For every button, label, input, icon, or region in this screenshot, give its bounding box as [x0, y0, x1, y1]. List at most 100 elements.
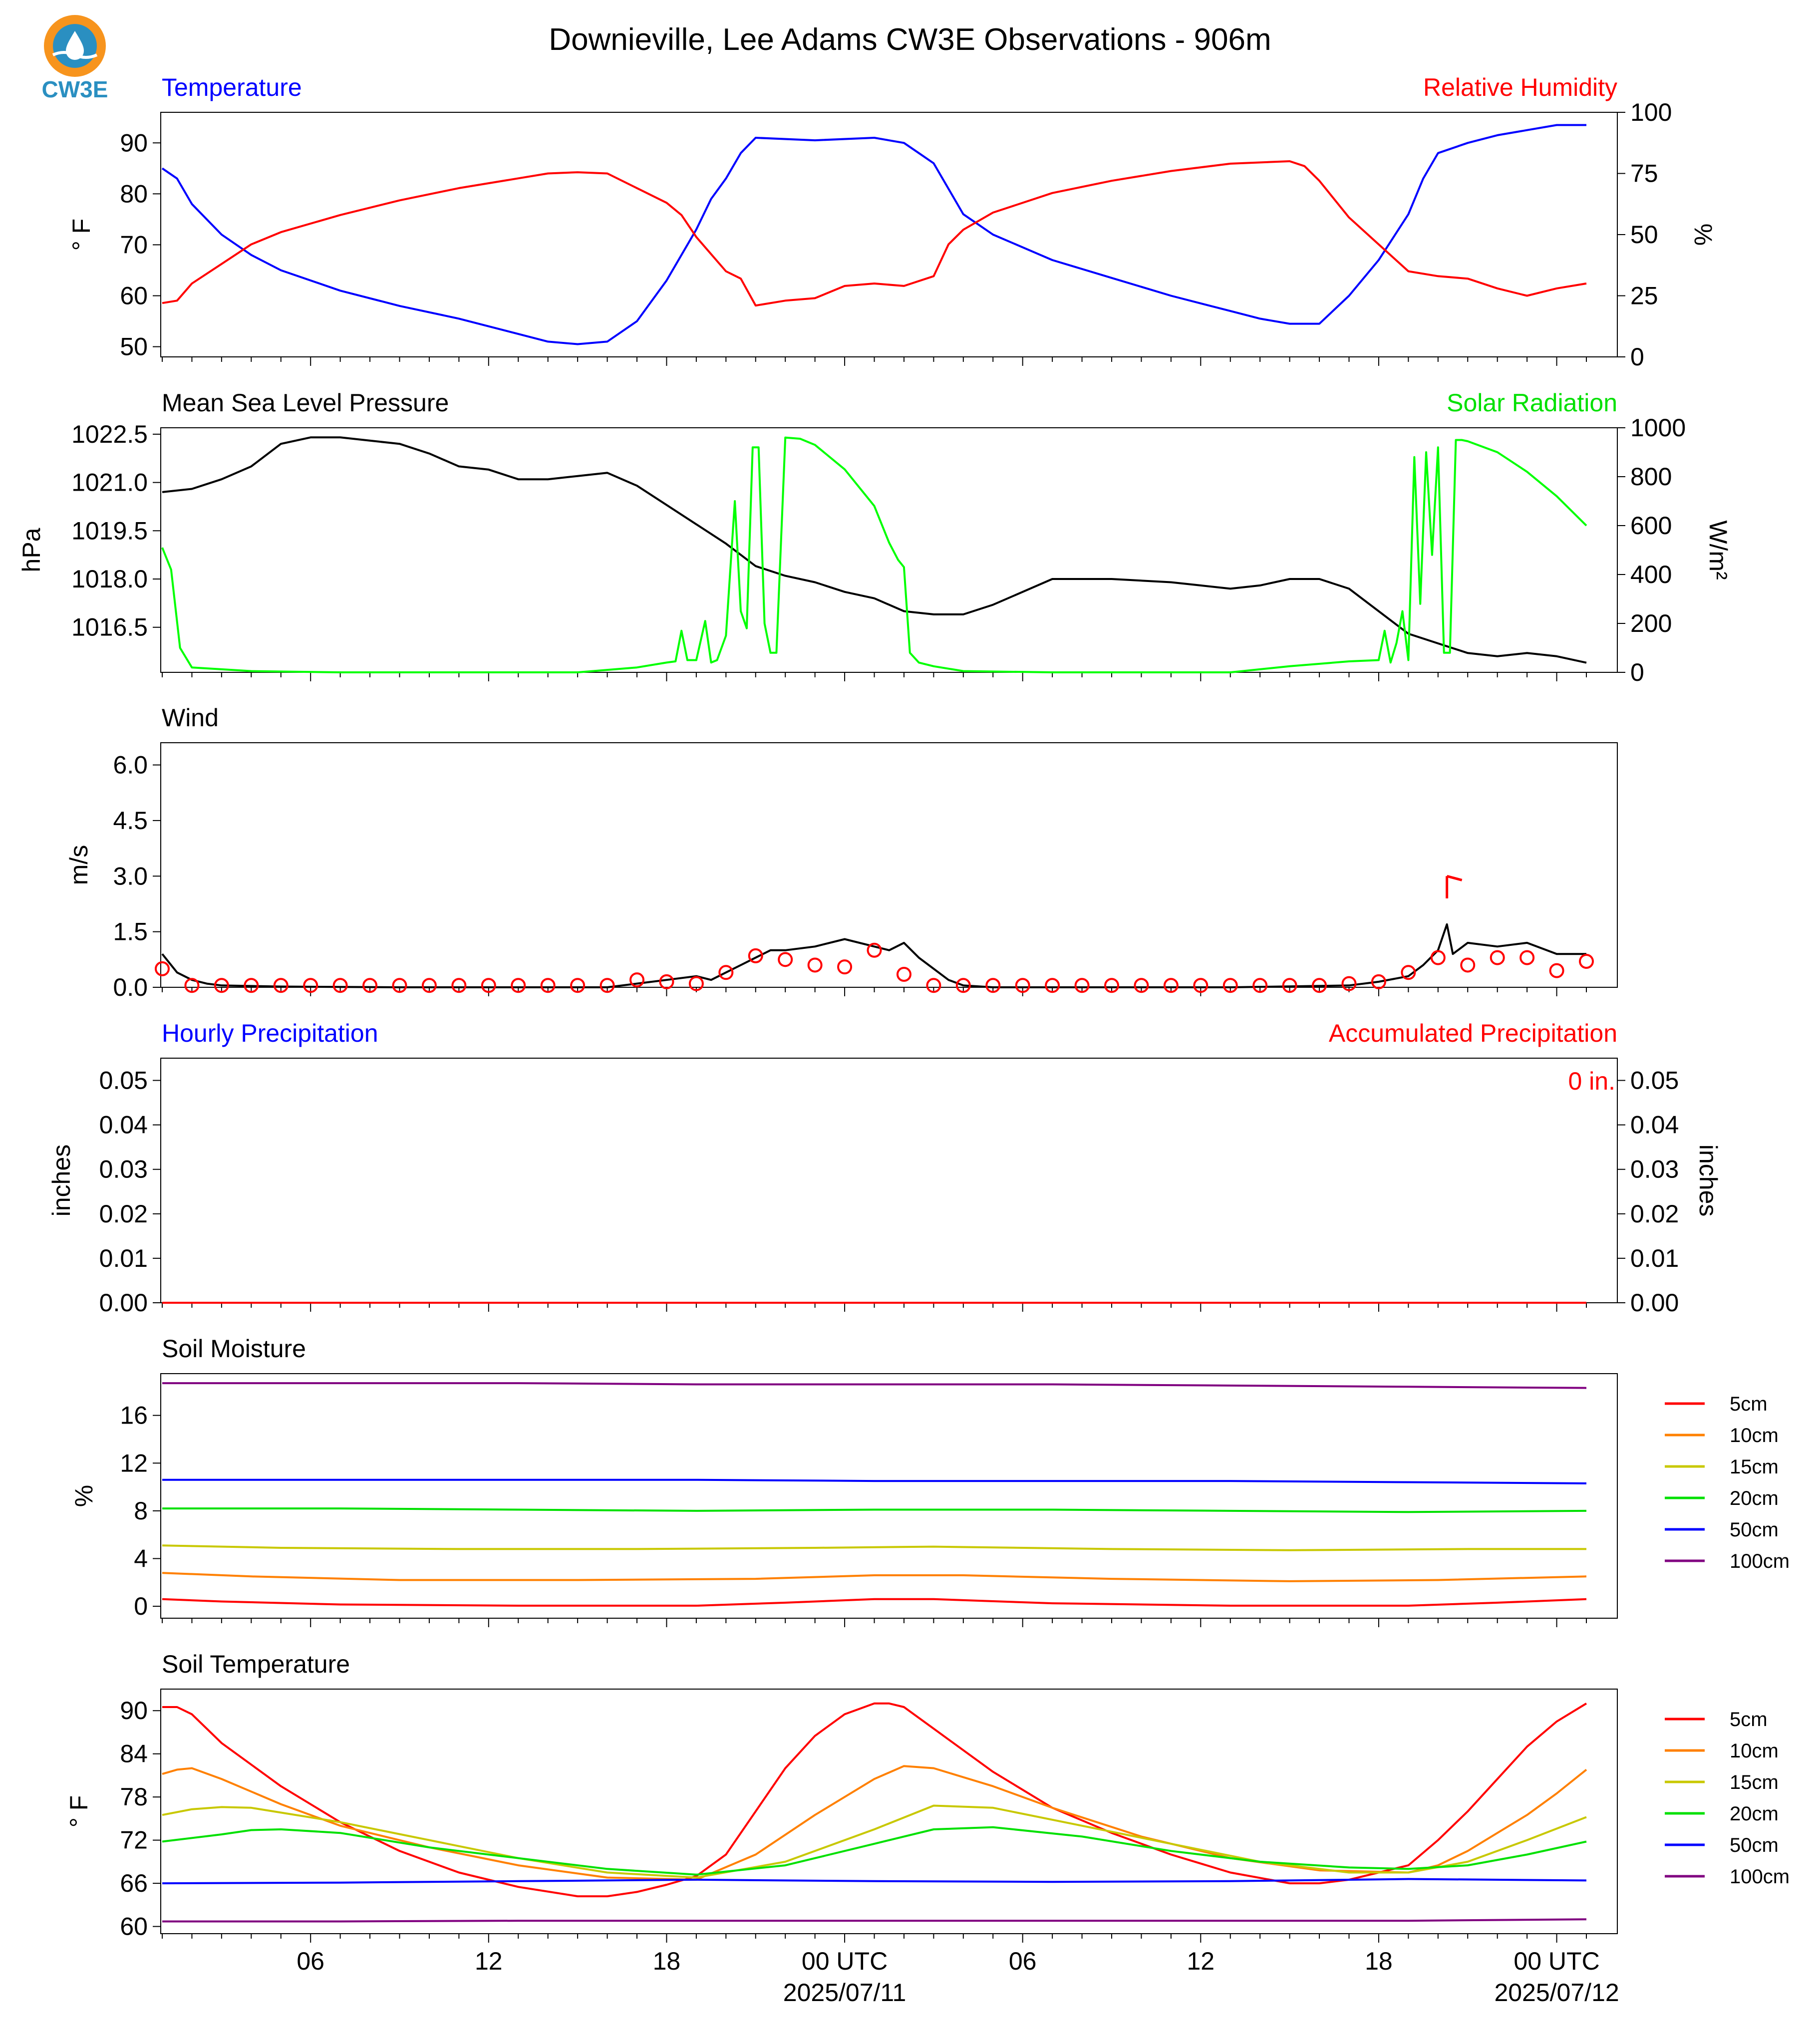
wind-direction-marker — [629, 972, 644, 988]
panel-wind: Wind m/s 0.0 1.5 3.0 4.5 6.0 — [65, 704, 1618, 1001]
y-tick-label-left: 1.5 — [113, 918, 148, 946]
wind-direction-marker — [718, 965, 734, 980]
panel-6-title-left: Soil Temperature — [162, 1650, 350, 1678]
panel-precipitation: Hourly Precipitation Accumulated Precipi… — [47, 1019, 1722, 1317]
wind-direction-marker — [837, 959, 853, 975]
x-tick-label: 06 — [1009, 1947, 1037, 1975]
y-tick-label-left: 6.0 — [113, 751, 148, 779]
series-line-20cm — [162, 1507, 1587, 1513]
logo-wave-icon — [52, 51, 98, 59]
legend-label: 15cm — [1730, 1456, 1779, 1478]
y-tick-label-right: 75 — [1630, 160, 1658, 188]
panel-2-title-left: Mean Sea Level Pressure — [162, 389, 449, 417]
wind-direction-marker — [1074, 978, 1090, 993]
wind-direction-marker — [1460, 957, 1476, 973]
soil-temperature-legend: 5cm 10cm 15cm 20cm 50cm 100cm — [1665, 1709, 1790, 1888]
y-tick-label-left: 16 — [120, 1402, 148, 1430]
panel-6-frame — [160, 1689, 1618, 1934]
panel-6-series — [162, 1702, 1587, 1923]
x-tick-label: 18 — [1365, 1947, 1393, 1975]
y-tick-label-right: 100 — [1630, 98, 1672, 126]
wind-direction-marker — [896, 967, 911, 982]
panel-1-right-ticks: 0 25 50 75 100 — [1617, 98, 1672, 371]
wind-direction-marker — [659, 974, 674, 989]
y-tick-label-right: 0.02 — [1630, 1200, 1679, 1228]
y-tick-label-left: 0.04 — [99, 1111, 148, 1139]
y-tick-label-left: 1022.5 — [71, 420, 148, 448]
panel-2-left-ticks: 1016.5 1018.0 1019.5 1021.0 1022.5 — [71, 420, 161, 641]
wind-direction-marker — [214, 978, 229, 993]
panel-4-title-right: Accumulated Precipitation — [1329, 1019, 1617, 1047]
y-tick-label-right: 0.04 — [1630, 1111, 1679, 1139]
panel-pressure-solar: Mean Sea Level Pressure Solar Radiation … — [17, 389, 1732, 686]
y-tick-label-left: 12 — [120, 1449, 148, 1477]
soil-moisture-legend: 5cm 10cm 15cm 20cm 50cm 100cm — [1665, 1393, 1790, 1572]
wind-direction-marker — [1193, 978, 1209, 993]
panel-4-ylabel-left: inches — [47, 1145, 75, 1217]
panel-2-title-right: Solar Radiation — [1447, 389, 1617, 417]
legend-label: 5cm — [1730, 1393, 1768, 1415]
cw3e-logo: CW3E — [42, 15, 108, 102]
x-tick-label: 18 — [653, 1947, 681, 1975]
legend-label: 100cm — [1730, 1550, 1790, 1572]
panel-4-right-ticks: 0.00 0.01 0.02 0.03 0.04 0.05 — [1617, 1067, 1679, 1317]
logo-text: CW3E — [42, 76, 108, 102]
legend-label: 100cm — [1730, 1866, 1790, 1888]
panel-4-left-ticks: 0.00 0.01 0.02 0.03 0.04 0.05 — [99, 1067, 161, 1317]
series-line-100cm — [162, 1918, 1587, 1923]
wind-direction-marker — [926, 978, 941, 993]
panel-1-title-right: Relative Humidity — [1423, 73, 1617, 101]
panel-2-series — [161, 436, 1587, 673]
panel-1-ylabel-right: % — [1689, 224, 1717, 246]
y-tick-label-left: 4 — [134, 1544, 148, 1572]
panel-4-ylabel-right: inches — [1694, 1145, 1722, 1217]
y-tick-label-left: 50 — [120, 333, 148, 361]
y-tick-label-right: 400 — [1630, 561, 1672, 588]
y-tick-label-right: 25 — [1630, 282, 1658, 310]
y-tick-label-right: 0.03 — [1630, 1156, 1679, 1183]
series-line-5cm — [162, 1598, 1587, 1607]
y-tick-label-right: 1000 — [1630, 414, 1686, 442]
wind-direction-marker — [867, 942, 882, 958]
legend-label: 10cm — [1730, 1425, 1779, 1447]
y-tick-label-left: 0.00 — [99, 1289, 148, 1317]
y-tick-label-right: 0.00 — [1630, 1289, 1679, 1317]
legend-label: 50cm — [1730, 1519, 1779, 1541]
wind-direction-marker — [688, 976, 704, 991]
y-tick-label-right: 200 — [1630, 609, 1672, 637]
wind-direction-marker — [392, 978, 407, 993]
panel-3-ylabel-left: m/s — [65, 845, 93, 885]
series-line-100cm — [162, 1382, 1587, 1389]
wind-direction-marker — [1015, 978, 1030, 993]
wind-direction-marker — [1222, 978, 1238, 993]
wind-direction-marker — [421, 978, 437, 993]
series-line-solar-radiation — [161, 436, 1587, 673]
series-line-relative-humidity — [162, 160, 1587, 307]
x-tick-label: 00 UTC — [1514, 1947, 1599, 1975]
x-tick-label: 00 UTC — [802, 1947, 888, 1975]
wind-direction-marker — [303, 978, 318, 993]
legend-label: 15cm — [1730, 1771, 1779, 1793]
series-line-50cm — [162, 1878, 1587, 1885]
wind-direction-marker — [511, 978, 526, 993]
wind-direction-marker — [1163, 978, 1179, 993]
panel-1-title-left: Temperature — [162, 73, 302, 101]
wind-direction-marker — [155, 961, 170, 976]
panel-2-right-ticks: 0 200 400 600 800 1000 — [1617, 414, 1686, 686]
wind-direction-marker — [600, 978, 615, 993]
panel-1-left-ticks: 50 60 70 80 90 — [120, 129, 161, 361]
wind-direction-marker — [273, 978, 289, 993]
wind-direction-marker — [1252, 978, 1268, 993]
legend-label: 5cm — [1730, 1709, 1768, 1731]
y-tick-label-right: 0 — [1630, 343, 1644, 371]
y-tick-label-left: 1018.0 — [71, 565, 148, 593]
legend-label: 50cm — [1730, 1834, 1779, 1856]
legend-label: 20cm — [1730, 1803, 1779, 1825]
wind-direction-marker — [778, 952, 793, 967]
wind-direction-marker — [1104, 978, 1119, 993]
precip-total-annotation: 0 in. — [1568, 1067, 1615, 1095]
wind-direction-marker — [1312, 978, 1327, 993]
y-tick-label-right: 0 — [1630, 658, 1644, 686]
